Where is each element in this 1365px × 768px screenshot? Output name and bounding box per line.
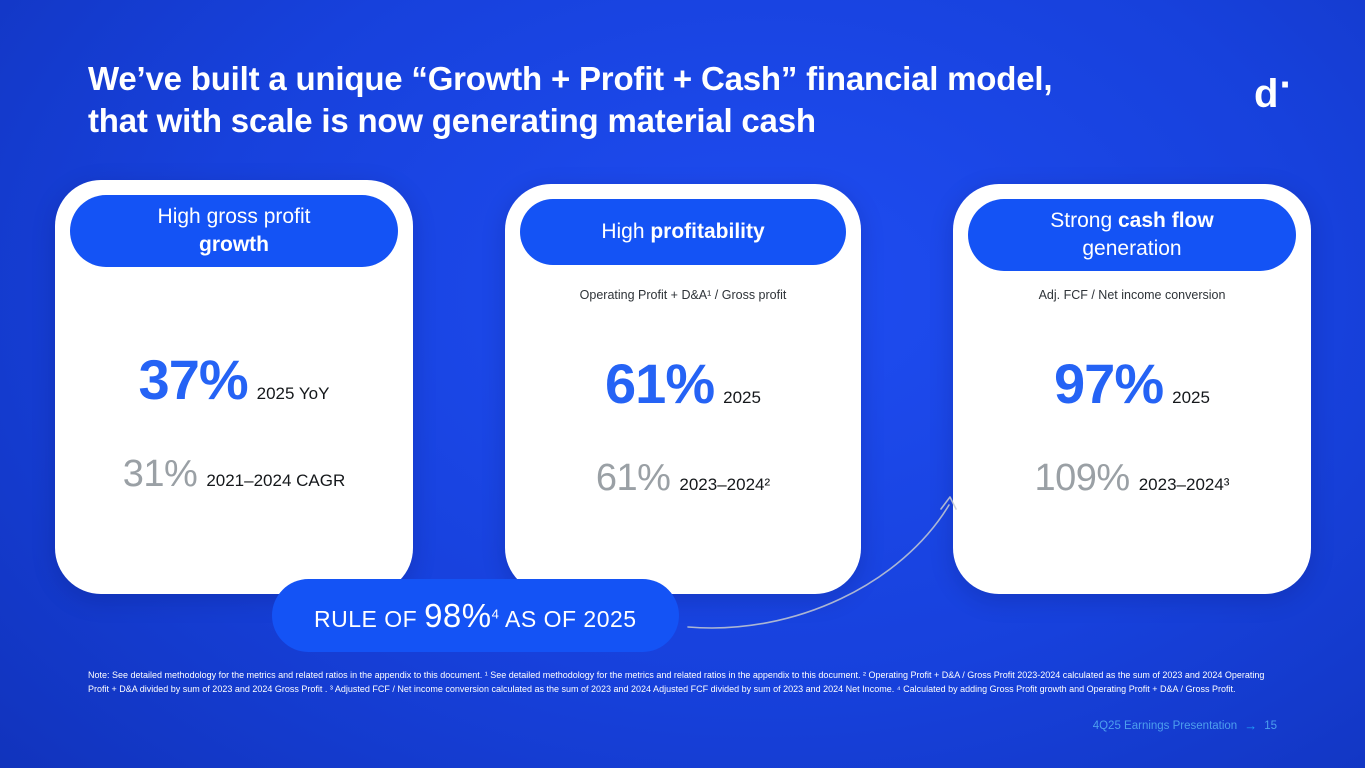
metric-label: 2021–2024 CAGR (206, 471, 346, 490)
card-header-pill: Strong cash flow generation (968, 199, 1296, 271)
metric-label: 2025 YoY (256, 384, 330, 403)
primary-metric: 61% 2025 (505, 351, 861, 416)
pill-text-bold: growth (199, 232, 269, 256)
footer-arrow-icon: → (1244, 718, 1258, 733)
metric-label: 2025 (1172, 388, 1210, 407)
card-header-text: Strong cash flow generation (1050, 207, 1213, 263)
metric-label: 2023–2024² (679, 475, 771, 494)
rule-text-pre: RULE OF (314, 605, 425, 632)
pill-text-regular: High (601, 220, 651, 244)
slide-footer: 4Q25 Earnings Presentation → 15 (1093, 718, 1277, 733)
secondary-metric: 61% 2023–2024² (505, 457, 861, 500)
pill-text-bold: profitability (650, 220, 765, 244)
pill-text-regular: generation (1082, 236, 1182, 260)
card-subtitle: Operating Profit + D&A¹ / Gross profit (579, 288, 787, 302)
metric-value: 37% (138, 348, 249, 411)
slide-title-line1: We’ve built a unique “Growth + Profit + … (88, 60, 1053, 97)
logo-letter: d (1254, 72, 1279, 116)
footnote-text: Note: See detailed methodology for the m… (88, 670, 1265, 694)
metric-label: 2023–2024³ (1138, 475, 1230, 494)
rule-of-98-pill: RULE OF 98%4 AS OF 2025 (272, 579, 679, 652)
secondary-metric: 109% 2023–2024³ (953, 457, 1311, 500)
presentation-label: 4Q25 Earnings Presentation (1092, 719, 1238, 732)
card-header-pill: High profitability (520, 199, 846, 265)
pill-text-regular: Strong (1050, 209, 1118, 232)
secondary-metric: 31% 2021–2024 CAGR (55, 453, 413, 496)
primary-metric: 97% 2025 (953, 351, 1311, 416)
logo-dot-icon: · (1279, 63, 1293, 107)
metric-value: 31% (122, 453, 198, 495)
metric-value: 61% (605, 352, 715, 415)
primary-metric: 37% 2025 YoY (55, 347, 413, 412)
card-header-pill: High gross profit growth (70, 195, 398, 267)
card-subtitle: Adj. FCF / Net income conversion (1038, 288, 1226, 302)
rule-value: 98% (424, 596, 492, 634)
brand-logo: d· (1254, 65, 1293, 116)
card-header-text: High gross profit growth (158, 203, 311, 259)
rule-text-post: AS OF 2025 (499, 605, 637, 632)
metric-value: 97% (1054, 352, 1164, 415)
rule-of-98-text: RULE OF 98%4 AS OF 2025 (314, 597, 637, 635)
page-number: 15 (1264, 719, 1277, 732)
metric-label: 2025 (723, 388, 761, 407)
pill-text-regular: High gross profit (157, 205, 311, 228)
card-gross-profit-growth: High gross profit growth 37% 2025 YoY 31… (55, 180, 413, 594)
rule-footnote-marker: 4 (491, 605, 500, 621)
metric-value: 109% (1034, 457, 1131, 499)
slide-title: We’ve built a unique “Growth + Profit + … (88, 58, 1238, 141)
card-cash-flow-generation: Strong cash flow generation Adj. FCF / N… (953, 184, 1311, 594)
pill-text-bold: cash flow (1118, 209, 1214, 232)
card-profitability: High profitability Operating Profit + D&… (505, 184, 861, 594)
metric-value: 61% (595, 457, 671, 499)
slide-title-line2: that with scale is now generating materi… (88, 101, 816, 139)
card-header-text: High profitability (601, 218, 764, 246)
